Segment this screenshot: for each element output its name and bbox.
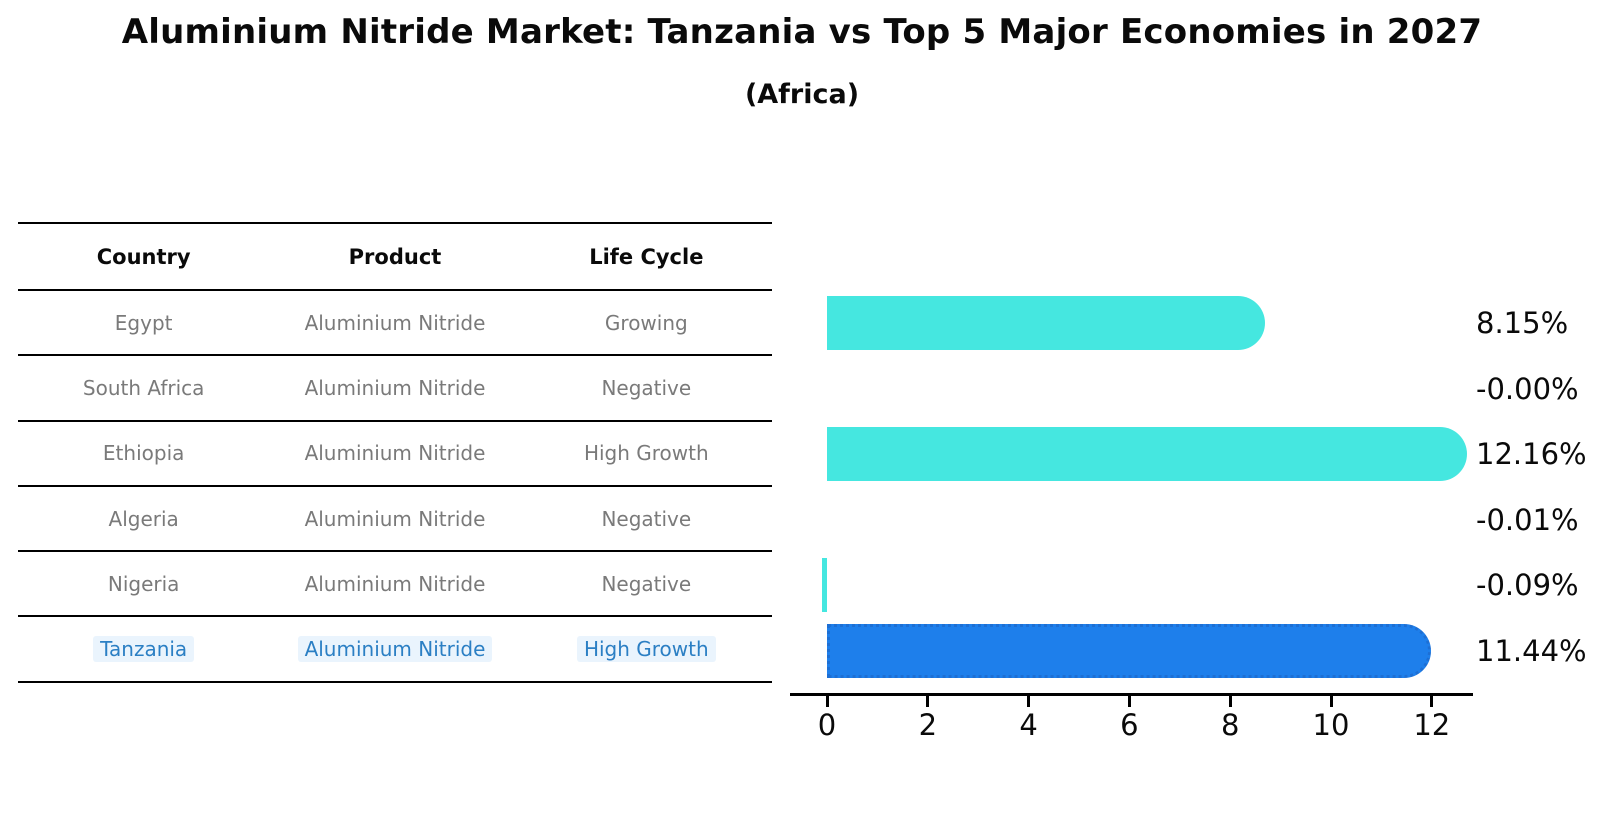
page-subtitle: (Africa) xyxy=(744,79,860,110)
country-table: Country Product Life Cycle Egypt Aluminiu… xyxy=(18,222,772,683)
cell-text: Ethiopia xyxy=(102,441,185,466)
table-cell-product: Aluminium Nitride xyxy=(269,617,520,680)
table-cell-product: Aluminium Nitride xyxy=(269,552,520,615)
x-axis-tick xyxy=(1228,696,1232,707)
x-axis-tick-label: 8 xyxy=(1220,708,1240,742)
cell-text: Nigeria xyxy=(107,571,180,596)
bar xyxy=(827,623,1431,678)
table-row: Algeria Aluminium Nitride Negative xyxy=(18,487,772,553)
table-row: Ethiopia Aluminium Nitride High Growth xyxy=(18,422,772,487)
table-cell-country: Nigeria xyxy=(18,552,269,615)
table-row: Egypt Aluminium Nitride Growing xyxy=(18,291,772,357)
x-axis-tick-label: 0 xyxy=(817,708,837,742)
table-body: Egypt Aluminium Nitride Growing South Afric… xyxy=(18,291,772,683)
x-axis-tick-label: 2 xyxy=(918,708,938,742)
table-row: Nigeria Aluminium Nitride Negative xyxy=(18,552,772,618)
cell-text: Negative xyxy=(601,571,692,596)
table-cell-country: Algeria xyxy=(18,487,269,550)
table-cell-country: South Africa xyxy=(18,356,269,419)
table-cell-product: Aluminium Nitride xyxy=(269,487,520,550)
x-axis-tick xyxy=(1430,696,1434,707)
cell-text: Negative xyxy=(601,506,692,531)
table-cell-country: Ethiopia xyxy=(18,422,269,485)
table-cell-life-cycle: Growing xyxy=(521,291,772,354)
x-axis-tick-label: 10 xyxy=(1312,708,1350,742)
bar xyxy=(822,558,827,612)
column-header-product: Product xyxy=(348,244,442,269)
cell-text: High Growth xyxy=(576,636,716,663)
cell-text: Aluminium Nitride xyxy=(304,375,486,400)
table-cell-country: Egypt xyxy=(18,291,269,354)
cell-text: Tanzania xyxy=(93,636,195,663)
cell-text: Aluminium Nitride xyxy=(304,310,486,335)
x-axis-tick xyxy=(1027,696,1031,707)
x-axis-tick xyxy=(1127,696,1131,707)
x-axis-line xyxy=(790,693,1473,696)
table-cell-product: Aluminium Nitride xyxy=(269,422,520,485)
table-cell-life-cycle: Negative xyxy=(521,487,772,550)
value-label: -0.01% xyxy=(1476,502,1579,537)
page-title: Aluminium Nitride Market: Tanzania vs To… xyxy=(121,12,1483,52)
x-axis-tick-label: 4 xyxy=(1019,708,1038,742)
table-cell-product: Aluminium Nitride xyxy=(269,356,520,419)
table-header-row: Country Product Life Cycle xyxy=(18,224,772,291)
value-label: -0.09% xyxy=(1476,568,1579,602)
cell-text: Aluminium Nitride xyxy=(304,506,486,531)
table-cell-life-cycle: High Growth xyxy=(521,617,772,680)
cell-text: South Africa xyxy=(82,375,205,400)
x-axis-tick-label: 12 xyxy=(1413,708,1451,742)
value-label: 8.15% xyxy=(1476,306,1569,340)
table-cell-life-cycle: Negative xyxy=(521,552,772,615)
cell-text: Aluminium Nitride xyxy=(297,636,493,663)
x-axis-tick xyxy=(825,696,829,707)
table-cell-product: Aluminium Nitride xyxy=(269,291,520,354)
value-label: 11.44% xyxy=(1476,633,1587,668)
bar xyxy=(827,296,1265,350)
cell-text: Negative xyxy=(601,375,692,400)
column-header-country: Country xyxy=(96,244,191,269)
table-row: Tanzania Aluminium Nitride High Growth xyxy=(18,617,772,683)
x-axis-tick xyxy=(926,696,930,707)
table-row: South Africa Aluminium Nitride Negative xyxy=(18,356,772,422)
cell-text: Growing xyxy=(604,310,688,335)
cell-text: Aluminium Nitride xyxy=(304,571,486,596)
value-label: -0.00% xyxy=(1476,371,1579,406)
table-cell-life-cycle: Negative xyxy=(521,356,772,419)
cell-text: Aluminium Nitride xyxy=(304,441,486,466)
table-cell-country: Tanzania xyxy=(18,617,269,680)
cell-text: High Growth xyxy=(583,441,709,466)
column-header-life-cycle: Life Cycle xyxy=(589,244,704,269)
x-axis-tick-label: 6 xyxy=(1120,708,1139,742)
value-label: 12.16% xyxy=(1476,437,1587,471)
x-axis-tick xyxy=(1329,696,1333,707)
cell-text: Algeria xyxy=(108,506,179,531)
cell-text: Egypt xyxy=(114,310,173,335)
table-cell-life-cycle: High Growth xyxy=(521,422,772,485)
bar xyxy=(827,427,1467,481)
